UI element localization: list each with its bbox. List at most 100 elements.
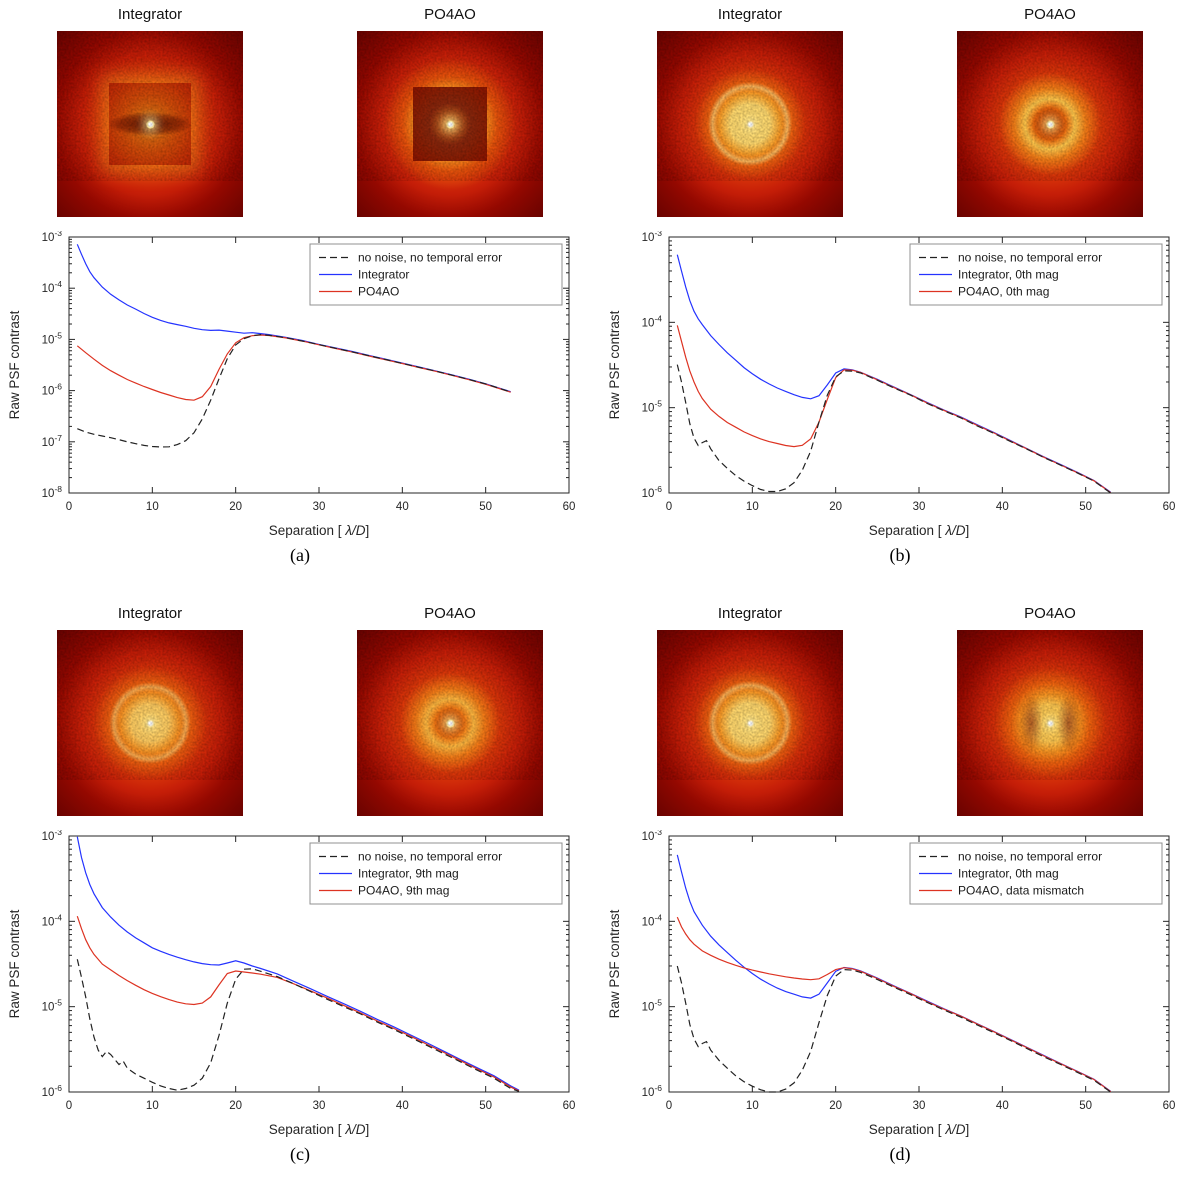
svg-text:40: 40 — [996, 1100, 1009, 1112]
psf-block-integrator: Integrator — [657, 605, 843, 816]
psf-block-po4ao: PO4AO — [357, 6, 543, 217]
psf-title-po4ao: PO4AO — [1024, 6, 1076, 23]
psf-title-po4ao: PO4AO — [424, 6, 476, 23]
svg-text:0: 0 — [666, 1100, 672, 1112]
contrast-chart-d: 0 10 20 30 40 50 60 10-6 10-5 10-4 10-3 no noise, n… — [605, 827, 1195, 1142]
panel-caption: (c) — [290, 1144, 310, 1164]
psf-image-po4ao — [957, 630, 1143, 816]
svg-text:10-4: 10-4 — [42, 279, 63, 295]
psf-row: Integrator PO4AO — [0, 605, 600, 816]
svg-text:50: 50 — [479, 501, 492, 513]
svg-text:Separation [ λ/D]: Separation [ λ/D] — [269, 523, 369, 538]
svg-text:10-6: 10-6 — [42, 382, 63, 398]
svg-text:0: 0 — [66, 501, 72, 513]
svg-text:10-3: 10-3 — [642, 830, 663, 843]
svg-text:PO4AO, 0th mag: PO4AO, 0th mag — [958, 285, 1049, 299]
psf-image-po4ao — [357, 31, 543, 217]
psf-image-integrator — [657, 31, 843, 217]
svg-text:Integrator: Integrator — [358, 268, 409, 282]
psf-image-po4ao — [357, 630, 543, 816]
panel-d: Integrator PO4AO — [600, 599, 1200, 1199]
panel-b: Integrator PO4AO — [600, 0, 1200, 599]
svg-text:40: 40 — [996, 501, 1009, 513]
contrast-chart-c: 0 10 20 30 40 50 60 10-6 10-5 10-4 10-3 no noise, n… — [5, 827, 595, 1142]
svg-text:20: 20 — [229, 1100, 242, 1112]
psf-noise — [357, 630, 543, 780]
psf-noise — [357, 31, 543, 181]
svg-text:10-6: 10-6 — [42, 1083, 63, 1099]
svg-text:10-8: 10-8 — [42, 484, 63, 500]
psf-block-integrator: Integrator — [57, 605, 243, 816]
svg-text:10-6: 10-6 — [642, 484, 663, 500]
svg-text:10-7: 10-7 — [42, 433, 63, 449]
svg-text:60: 60 — [1163, 501, 1176, 513]
psf-noise — [57, 630, 243, 780]
contrast-chart-b: 0 10 20 30 40 50 60 10-6 10-5 10-4 10-3 no noise, n… — [605, 228, 1195, 543]
svg-text:no noise, no temporal error: no noise, no temporal error — [358, 251, 502, 265]
psf-noise — [657, 630, 843, 780]
svg-text:Raw PSF contrast: Raw PSF contrast — [607, 909, 622, 1018]
svg-text:10-3: 10-3 — [642, 231, 663, 244]
svg-text:10-6: 10-6 — [642, 1083, 663, 1099]
psf-noise — [957, 31, 1143, 181]
psf-title-integrator: Integrator — [717, 605, 783, 622]
psf-row: Integrator PO4AO — [600, 6, 1200, 217]
psf-image-integrator — [657, 630, 843, 816]
svg-text:Integrator, 9th mag: Integrator, 9th mag — [358, 867, 459, 881]
psf-image-po4ao — [957, 31, 1143, 217]
svg-text:0: 0 — [66, 1100, 72, 1112]
psf-row: Integrator PO4AO — [0, 6, 600, 217]
svg-text:no noise, no temporal error: no noise, no temporal error — [958, 251, 1102, 265]
psf-title-po4ao: PO4AO — [424, 605, 476, 622]
svg-text:10-5: 10-5 — [642, 998, 663, 1014]
svg-text:10-4: 10-4 — [642, 912, 663, 928]
svg-text:10-5: 10-5 — [642, 399, 663, 415]
svg-text:30: 30 — [913, 1100, 926, 1112]
psf-block-integrator: Integrator — [57, 6, 243, 217]
svg-text:10: 10 — [146, 501, 159, 513]
psf-block-po4ao: PO4AO — [957, 6, 1143, 217]
svg-text:60: 60 — [563, 501, 576, 513]
psf-title-integrator: Integrator — [717, 6, 783, 23]
svg-text:10-3: 10-3 — [42, 231, 63, 244]
svg-text:20: 20 — [829, 1100, 842, 1112]
svg-text:Raw PSF contrast: Raw PSF contrast — [7, 310, 22, 419]
svg-text:30: 30 — [313, 1100, 326, 1112]
svg-text:20: 20 — [229, 501, 242, 513]
svg-text:Separation [ λ/D]: Separation [ λ/D] — [869, 1122, 969, 1137]
psf-block-po4ao: PO4AO — [357, 605, 543, 816]
svg-text:30: 30 — [913, 501, 926, 513]
svg-text:0: 0 — [666, 501, 672, 513]
svg-text:60: 60 — [1163, 1100, 1176, 1112]
psf-image-integrator — [57, 630, 243, 816]
svg-text:60: 60 — [563, 1100, 576, 1112]
psf-block-integrator: Integrator — [657, 6, 843, 217]
svg-text:10: 10 — [746, 1100, 759, 1112]
svg-text:Integrator, 0th mag: Integrator, 0th mag — [958, 268, 1059, 282]
psf-noise — [957, 630, 1143, 780]
svg-text:Raw PSF contrast: Raw PSF contrast — [7, 909, 22, 1018]
svg-text:PO4AO: PO4AO — [358, 285, 399, 299]
svg-text:Separation [ λ/D]: Separation [ λ/D] — [269, 1122, 369, 1137]
svg-text:50: 50 — [1079, 1100, 1092, 1112]
svg-text:10: 10 — [146, 1100, 159, 1112]
svg-text:no noise, no temporal error: no noise, no temporal error — [358, 850, 502, 864]
psf-title-po4ao: PO4AO — [1024, 605, 1076, 622]
svg-text:10-5: 10-5 — [42, 998, 63, 1014]
svg-text:PO4AO, data mismatch: PO4AO, data mismatch — [958, 884, 1084, 898]
panel-c: Integrator PO4AO — [0, 599, 600, 1199]
psf-noise — [57, 31, 243, 181]
svg-text:PO4AO, 9th mag: PO4AO, 9th mag — [358, 884, 449, 898]
svg-text:30: 30 — [313, 501, 326, 513]
svg-text:Separation [ λ/D]: Separation [ λ/D] — [869, 523, 969, 538]
svg-text:10-4: 10-4 — [642, 313, 663, 329]
psf-row: Integrator PO4AO — [600, 605, 1200, 816]
panel-caption: (d) — [889, 1144, 911, 1164]
psf-title-integrator: Integrator — [117, 6, 183, 23]
panel-caption: (b) — [889, 545, 911, 565]
psf-image-integrator — [57, 31, 243, 217]
panel-caption: (a) — [290, 545, 310, 565]
svg-text:Integrator, 0th mag: Integrator, 0th mag — [958, 867, 1059, 881]
svg-text:10: 10 — [746, 501, 759, 513]
svg-text:50: 50 — [479, 1100, 492, 1112]
